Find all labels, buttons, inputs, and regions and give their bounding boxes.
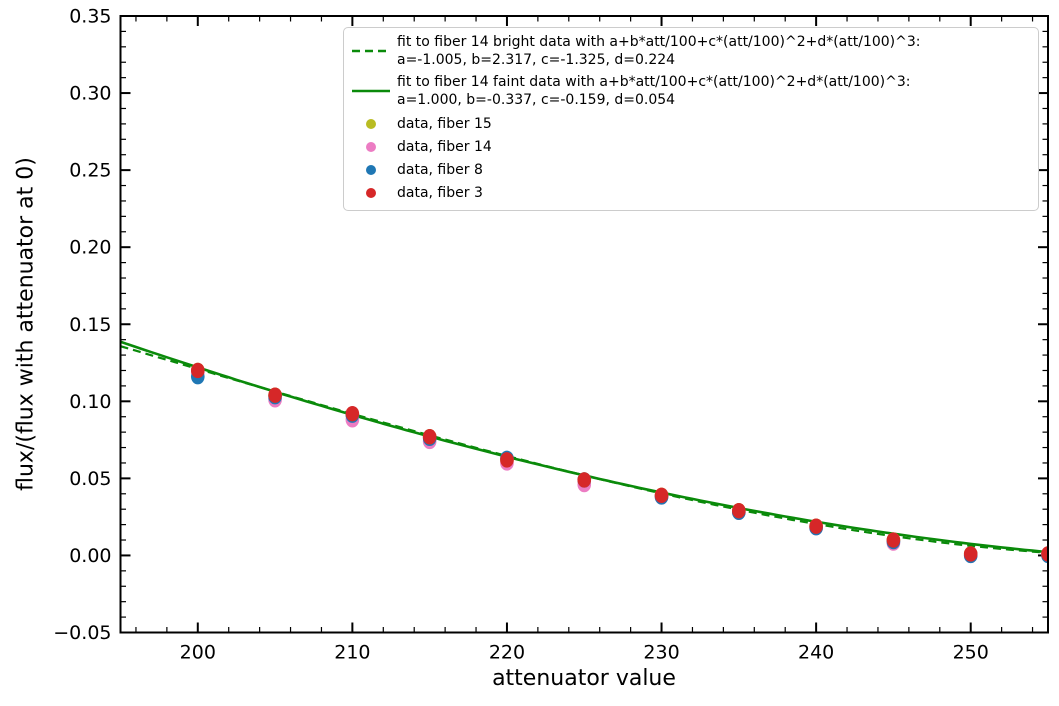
legend-fit-line1: fit to fiber 14 faint data with a+b*att/… [397, 74, 911, 90]
data-point [1041, 546, 1048, 562]
legend-fit-line2: a=-1.005, b=2.317, c=-1.325, d=0.224 [397, 52, 676, 68]
x-tick-label: 220 [489, 642, 525, 664]
y-tick-label: −0.05 [53, 622, 111, 644]
legend-entry-data-fiber-3: data, fiber 3 [351, 182, 1030, 204]
y-tick-label: 0.35 [69, 6, 111, 28]
data-point [190, 362, 205, 379]
series-data-fiber-14 [190, 364, 1048, 564]
legend-line-sample-solid [351, 73, 391, 109]
y-axis-label: flux/(flux with attenuator at 0) [13, 157, 39, 491]
legend-marker-dot [366, 188, 376, 198]
legend-fit-text: fit to fiber 14 bright data with a+b*att… [397, 33, 921, 69]
data-point [500, 452, 514, 468]
legend-entry-fit-faint: fit to fiber 14 faint data with a+b*att/… [351, 73, 1030, 109]
legend-entry-data-fiber-14: data, fiber 14 [351, 136, 1030, 158]
legend-entry-data-fiber-15: data, fiber 15 [351, 113, 1030, 135]
y-tick-label: 0.25 [69, 160, 111, 182]
x-tick-label: 200 [180, 642, 216, 664]
data-point [809, 518, 823, 534]
series-data-fiber-15 [190, 362, 1048, 562]
legend-fit-line2: a=1.000, b=-0.337, c=-0.159, d=0.054 [397, 92, 676, 108]
x-tick-label: 250 [953, 642, 989, 664]
legend-marker-label: data, fiber 15 [397, 116, 492, 132]
legend-marker-label: data, fiber 8 [397, 162, 483, 178]
legend-fit-line1: fit to fiber 14 bright data with a+b*att… [397, 34, 921, 50]
data-point [886, 532, 901, 548]
data-point [577, 472, 592, 488]
x-tick-label: 210 [334, 642, 370, 664]
x-axis-label: attenuator value [492, 666, 676, 691]
plot-frame [119, 15, 1049, 634]
data-point [963, 546, 978, 562]
data-point [654, 487, 669, 504]
legend-marker-dot [366, 142, 376, 152]
data-point [732, 503, 746, 519]
x-tick-label: 230 [643, 642, 679, 664]
legend-marker-sample [351, 165, 391, 175]
y-tick-label: 0.20 [69, 237, 111, 259]
legend: fit to fiber 14 bright data with a+b*att… [343, 27, 1039, 211]
y-tick-label: 0.30 [69, 83, 111, 105]
legend-marker-sample [351, 188, 391, 198]
series-data-fiber-3 [190, 362, 1048, 562]
data-point [422, 429, 437, 445]
y-tick-label: 0.10 [69, 391, 111, 413]
legend-marker-label: data, fiber 3 [397, 185, 483, 201]
legend-marker-label: data, fiber 14 [397, 139, 492, 155]
fit-line-dashed [120, 345, 1048, 554]
y-tick-label: 0.15 [69, 314, 111, 336]
legend-fit-text: fit to fiber 14 faint data with a+b*att/… [397, 73, 910, 109]
data-point [268, 387, 282, 403]
legend-marker-dot [366, 165, 376, 175]
y-tick-label: 0.00 [69, 545, 111, 567]
data-point [345, 405, 360, 422]
fit-line-solid [120, 340, 1048, 554]
legend-entry-fit-bright: fit to fiber 14 bright data with a+b*att… [351, 33, 1030, 69]
series-data-fiber-8 [190, 368, 1048, 564]
x-tick-label: 240 [798, 642, 834, 664]
y-tick-label: 0.05 [69, 468, 111, 490]
legend-line-sample-dashed [351, 33, 391, 69]
legend-marker-dot [366, 119, 376, 129]
legend-entry-data-fiber-8: data, fiber 8 [351, 159, 1030, 181]
legend-marker-sample [351, 119, 391, 129]
legend-marker-sample [351, 142, 391, 152]
